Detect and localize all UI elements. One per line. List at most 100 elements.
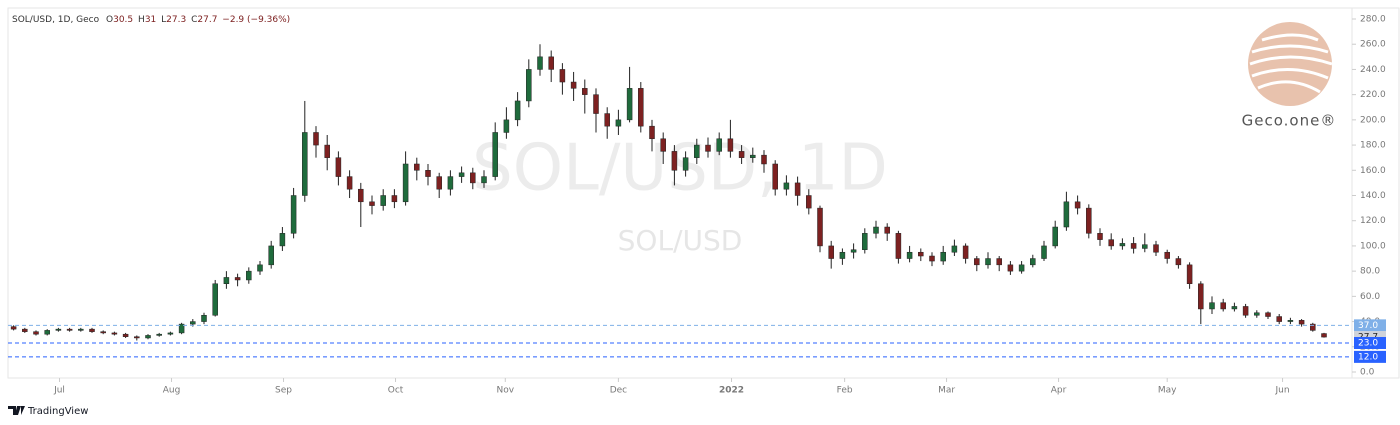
candle-body	[1287, 320, 1294, 322]
candle-body	[145, 335, 151, 339]
brand: Geco.one®	[1242, 112, 1337, 130]
candle-body	[425, 170, 431, 177]
candle-body	[1198, 283, 1204, 310]
candle-body	[862, 233, 868, 250]
y-tick-label: 220.0	[1360, 90, 1386, 100]
candle-body	[649, 125, 655, 140]
candle-body	[1242, 306, 1249, 316]
candle-body	[929, 255, 935, 262]
candle-body	[806, 195, 812, 209]
y-tick-label: 240.0	[1360, 65, 1386, 75]
candle-body	[974, 258, 980, 266]
candle-body	[223, 277, 230, 285]
candle-body	[559, 69, 566, 83]
candle-body	[884, 226, 890, 234]
candle-body	[134, 336, 140, 339]
candle-body	[1231, 306, 1238, 310]
footer: TradingView	[8, 406, 88, 417]
logo: Geco.one®	[1242, 22, 1337, 130]
ohlc-label: H	[138, 15, 145, 25]
price-label-box	[1354, 319, 1386, 332]
y-tick-label: 260.0	[1360, 40, 1386, 50]
candle-body	[705, 144, 711, 152]
candle-body	[514, 100, 521, 121]
candle-body	[156, 333, 162, 336]
candle-body	[526, 69, 532, 102]
candle-body	[1007, 264, 1014, 272]
x-tick-label: Nov	[496, 386, 514, 396]
candle-body	[895, 233, 902, 259]
candle-body	[962, 245, 969, 259]
price-label: 23.0	[1358, 339, 1378, 349]
candle-body	[190, 321, 196, 325]
candle-body	[346, 176, 353, 190]
x-tick-label: Apr	[1051, 386, 1067, 396]
candle-body	[313, 132, 319, 146]
candle-body	[335, 157, 342, 177]
candle-body	[234, 277, 241, 281]
watermark: SOL/USD, 1D	[472, 132, 888, 206]
candles	[10, 44, 1327, 341]
candle-body	[78, 328, 84, 331]
candle-body	[918, 251, 924, 257]
candle-body	[1018, 264, 1025, 272]
y-tick-label: 160.0	[1360, 166, 1386, 176]
candle-body	[268, 245, 274, 266]
candle-body	[951, 245, 958, 253]
price-label: 37.0	[1358, 321, 1378, 331]
candle-body	[638, 88, 644, 127]
candle-body	[167, 332, 174, 335]
candle-body	[671, 151, 678, 171]
x-tick-label: Oct	[388, 386, 404, 396]
candle-body	[604, 113, 610, 127]
candle-body	[324, 144, 330, 158]
candle-body	[1052, 226, 1058, 247]
x-tick-label: Aug	[163, 386, 181, 396]
candle-body	[470, 172, 476, 184]
footer-text: TradingView	[27, 406, 88, 417]
candle-body	[1041, 245, 1047, 259]
y-tick-label: 280.0	[1360, 15, 1386, 25]
x-tick-label: Dec	[610, 386, 627, 396]
x-tick-label: May	[1158, 386, 1177, 396]
candle-body	[906, 251, 913, 259]
candle-body	[89, 328, 95, 332]
ohlc-label: O	[106, 15, 113, 25]
ohlc-value: 30.5	[113, 15, 133, 25]
ohlc-value: 27.3	[166, 15, 186, 25]
candle-body	[660, 138, 666, 152]
price-label-box	[1354, 350, 1386, 363]
candle-body	[582, 88, 588, 95]
candle-body	[503, 119, 510, 133]
candle-body	[279, 233, 286, 247]
candle-body	[33, 331, 39, 335]
x-tick-label: Sep	[275, 386, 292, 396]
candle-body	[1097, 233, 1103, 240]
y-tick-label: 180.0	[1360, 141, 1386, 151]
candle-body	[100, 331, 106, 334]
candle-body	[1030, 258, 1036, 266]
candle-body	[1209, 302, 1215, 310]
candle-body	[122, 333, 129, 337]
symbol: SOL/USD, 1D, Geco	[12, 15, 100, 25]
change: −2.9 (−9.36%)	[222, 15, 290, 25]
candle-body	[1276, 316, 1282, 322]
candle-body	[828, 245, 834, 259]
candle-body	[1086, 207, 1092, 234]
logo-lines	[1249, 33, 1333, 94]
price-label-box	[1354, 337, 1386, 350]
y-tick-label: 140.0	[1360, 191, 1386, 201]
y-tick-label: 60.0	[1360, 292, 1380, 302]
candle-body	[1142, 244, 1148, 249]
candle-body	[985, 258, 991, 266]
candle-body	[10, 326, 17, 330]
candle-body	[391, 195, 398, 203]
candle-body	[783, 182, 790, 190]
candle-body	[1321, 333, 1327, 338]
y-tick-label: 80.0	[1360, 267, 1380, 277]
candle-body	[212, 283, 218, 316]
tv-logo	[8, 406, 25, 415]
candle-body	[481, 176, 487, 184]
candle-body	[1119, 243, 1126, 247]
